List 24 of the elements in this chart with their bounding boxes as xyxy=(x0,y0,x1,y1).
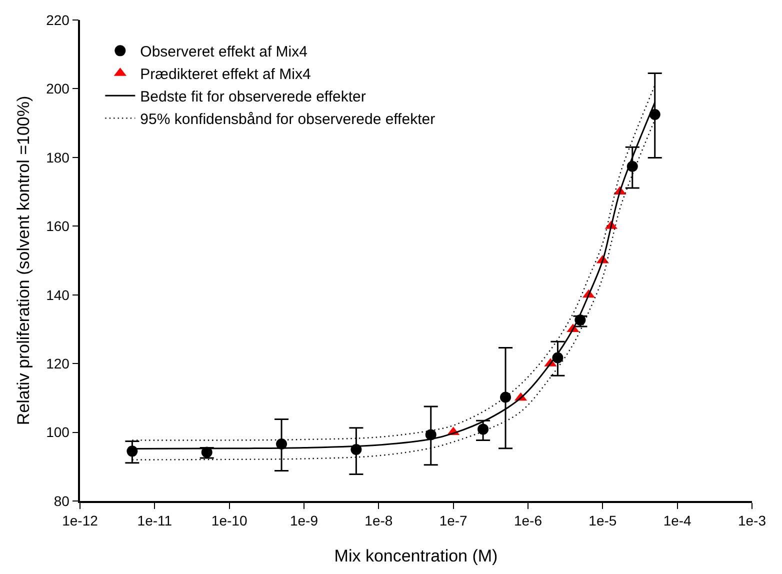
x-tick-label: 1e-5 xyxy=(588,512,617,529)
x-tick-label: 1e-9 xyxy=(290,512,318,529)
x-tick-label: 1e-11 xyxy=(137,512,172,529)
y-tick-label: 180 xyxy=(46,149,70,166)
y-tick-label: 100 xyxy=(46,424,70,440)
y-tick-label: 220 xyxy=(46,12,70,28)
legend-label: Observeret effekt af Mix4 xyxy=(140,44,308,61)
x-axis-title: Mix koncentration (M) xyxy=(334,546,498,566)
x-tick-label: 1e-10 xyxy=(211,512,248,529)
y-tick-label: 200 xyxy=(46,80,70,97)
legend-label: Bedste fit for observerede effekter xyxy=(140,88,366,106)
x-tick-label: 1e-12 xyxy=(62,512,98,529)
x-tick-label: 1e-8 xyxy=(364,512,393,529)
y-tick-label: 80 xyxy=(54,492,70,509)
y-axis-title: Relativ proliferation (solvent kontrol =100%) xyxy=(14,96,34,426)
y-tick-label: 140 xyxy=(46,286,70,303)
x-tick-label: 1e-6 xyxy=(514,512,542,529)
x-tick-label: 1e-7 xyxy=(439,512,468,529)
x-tick-label: 1e-3 xyxy=(738,512,766,529)
x-tick-label: 1e-4 xyxy=(663,512,692,529)
y-tick-label: 160 xyxy=(46,218,70,234)
y-tick-label: 120 xyxy=(46,355,70,372)
legend-label: 95% konfidensbånd for observerede effekter xyxy=(140,111,436,128)
legend-label: Prædikteret effekt af Mix4 xyxy=(140,66,311,84)
